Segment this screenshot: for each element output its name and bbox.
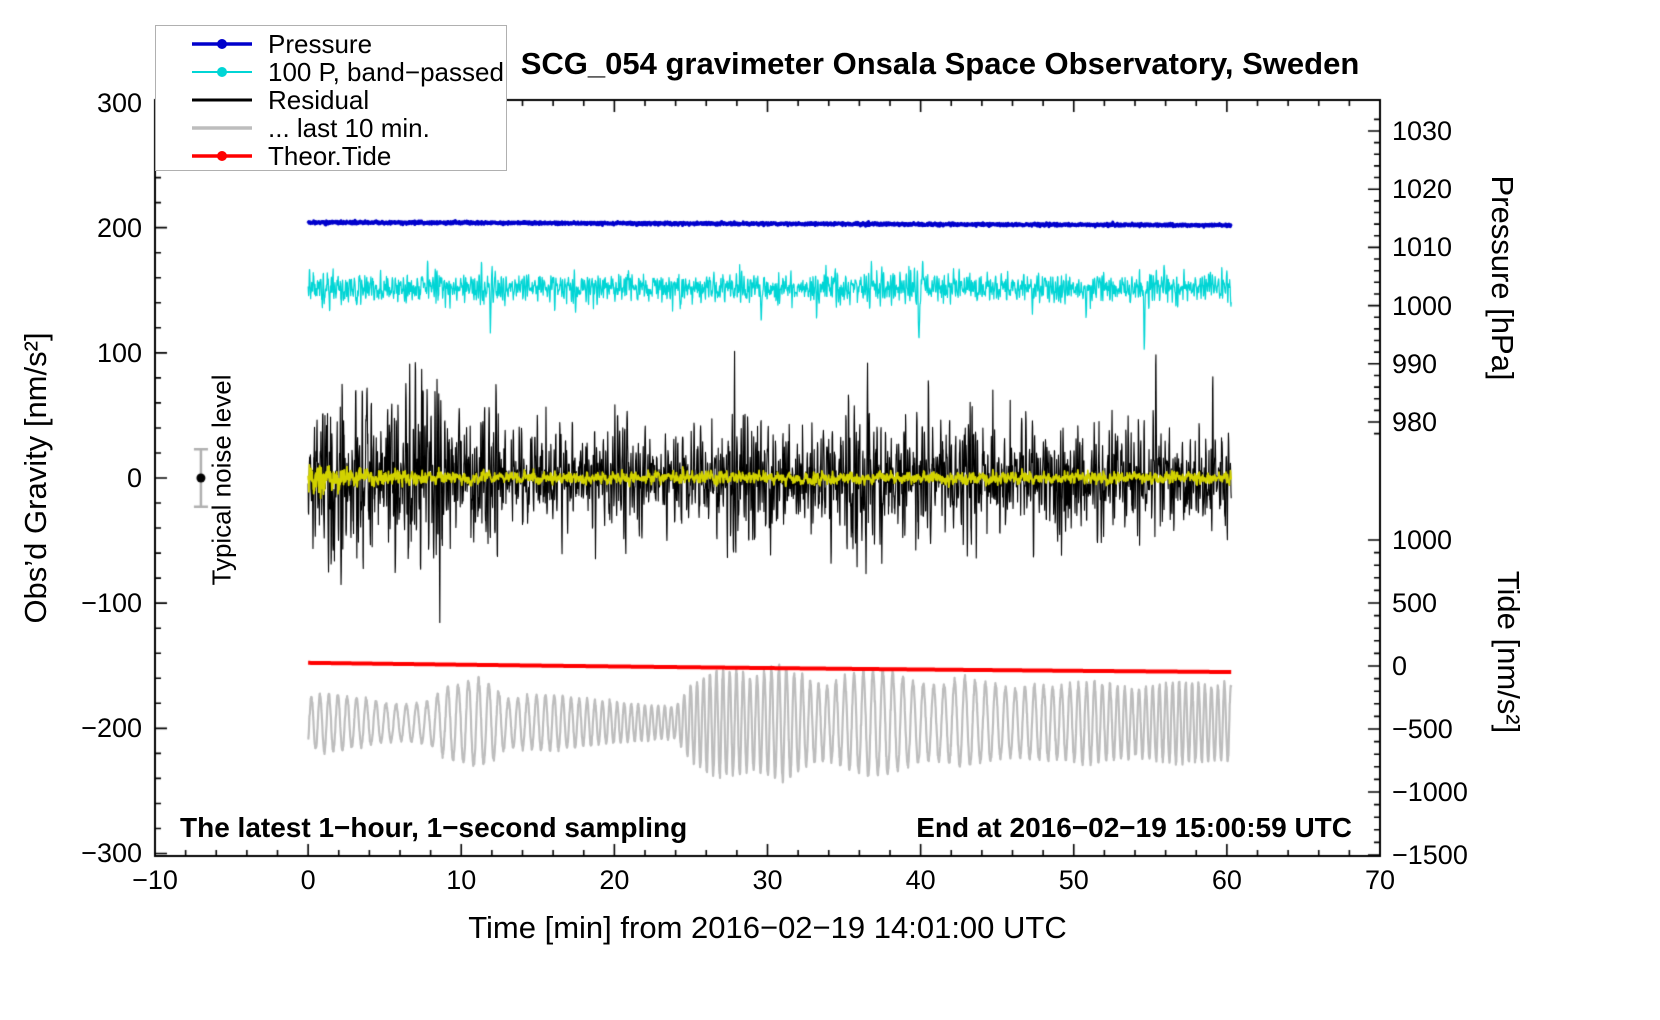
legend-line-dot-icon (192, 39, 252, 49)
legend-label: Pressure (268, 28, 373, 59)
legend-item-residual: Residual (190, 84, 506, 115)
legend-line-icon (192, 126, 252, 130)
legend-label: Theor.Tide (268, 140, 392, 171)
legend-line-dot-icon (192, 151, 252, 161)
legend-box: Pressure 100 P, band−passed Residual ...… (155, 25, 507, 171)
legend-item-bandpassed: 100 P, band−passed (190, 56, 506, 87)
legend-label: Residual (268, 84, 370, 115)
legend-line-icon (192, 98, 252, 102)
legend-label: 100 P, band−passed (268, 56, 504, 87)
legend-item-last10: ... last 10 min. (190, 112, 506, 143)
legend-item-pressure: Pressure (190, 28, 506, 59)
legend-label: ... last 10 min. (268, 112, 430, 143)
legend-item-theor-tide: Theor.Tide (190, 140, 506, 171)
legend-line-dot-icon (192, 67, 252, 77)
